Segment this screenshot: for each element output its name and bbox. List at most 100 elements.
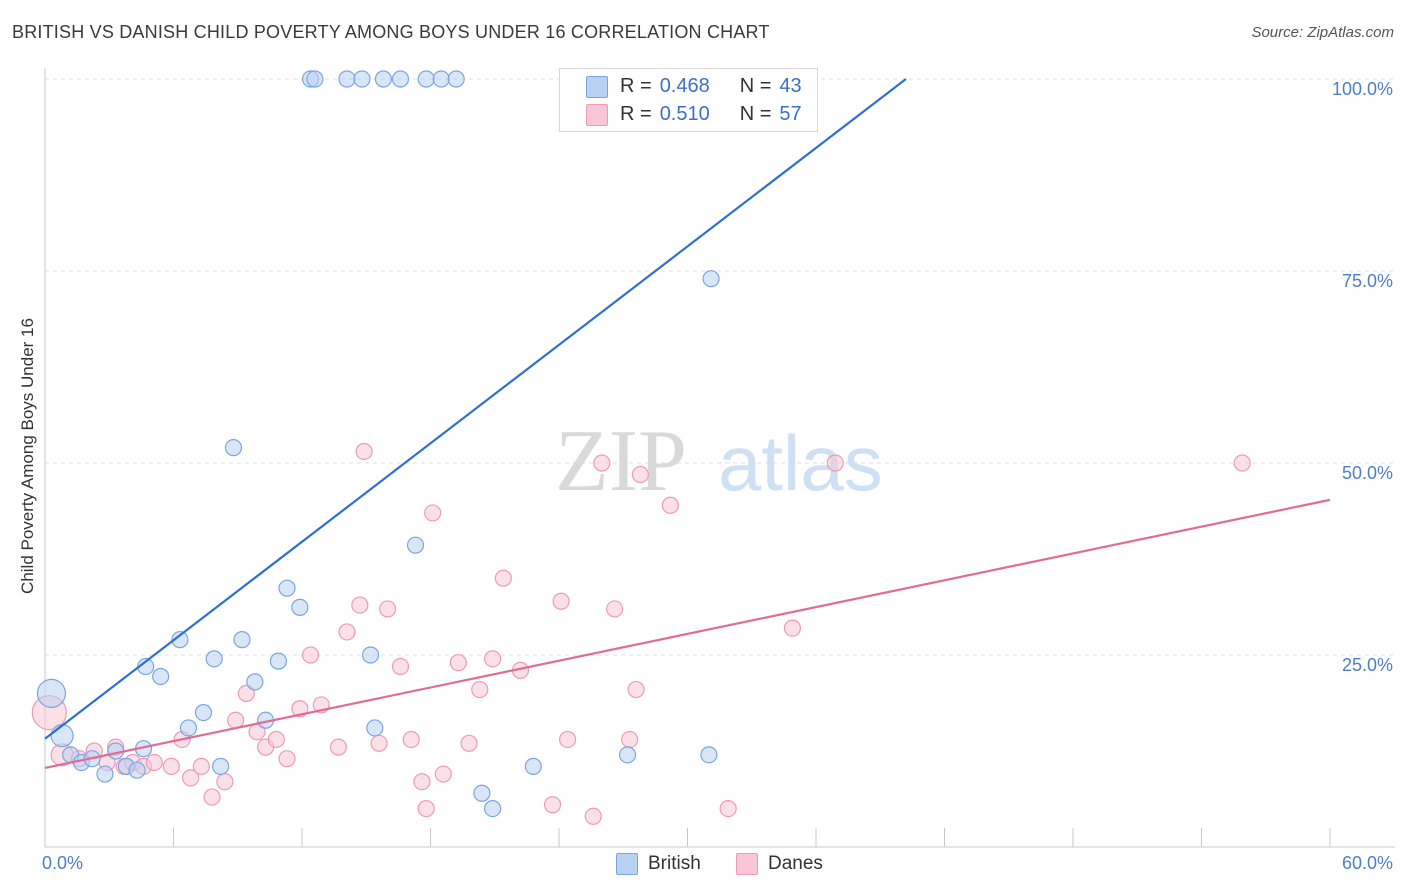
- gridlines: [45, 78, 1395, 656]
- data-point-danes: [719, 799, 737, 818]
- data-point-british: [391, 70, 410, 88]
- data-point-british: [524, 757, 542, 775]
- data-point-british: [205, 650, 223, 668]
- data-point-british: [361, 646, 380, 664]
- data-point-danes: [192, 757, 210, 775]
- british-n-label: N =: [739, 74, 772, 97]
- data-point-danes: [329, 738, 348, 756]
- watermark-zip: ZIP: [555, 413, 687, 510]
- data-point-danes: [606, 600, 624, 618]
- danes-r-label: R =: [620, 102, 652, 125]
- data-point-danes: [621, 730, 639, 749]
- data-point-danes: [216, 773, 234, 791]
- data-point-british: [212, 757, 230, 775]
- data-point-danes: [593, 454, 611, 472]
- data-point-danes: [145, 753, 163, 772]
- data-point-danes: [826, 454, 844, 472]
- data-point-danes: [355, 442, 373, 461]
- trendline-british: [44, 78, 907, 740]
- data-point-british: [417, 70, 435, 88]
- danes-n-label: N =: [739, 102, 772, 125]
- data-point-danes: [631, 465, 649, 484]
- data-point-british: [366, 719, 384, 737]
- data-point-danes: [417, 799, 435, 818]
- trendline-danes: [44, 498, 1331, 769]
- legend-danes[interactable]: Danes: [736, 852, 823, 876]
- data-point-british: [406, 536, 425, 554]
- data-point-danes: [237, 684, 255, 703]
- data-point-british: [374, 70, 392, 88]
- series-danes-points: [31, 442, 1251, 825]
- x-tick-label-0: 0.0%: [42, 853, 83, 873]
- series-british-points: [36, 70, 720, 818]
- data-point-british: [291, 598, 309, 616]
- data-point-danes: [552, 592, 570, 610]
- data-point-danes: [291, 700, 309, 718]
- legend-danes-swatch: [736, 853, 758, 875]
- data-point-danes: [627, 680, 645, 699]
- legend-british[interactable]: British: [616, 852, 701, 876]
- data-point-british: [618, 746, 637, 764]
- data-point-british: [484, 799, 502, 818]
- danes-n-value: 57: [779, 102, 802, 125]
- danes-swatch: [586, 104, 608, 126]
- data-point-british: [338, 70, 356, 88]
- data-point-british: [269, 652, 288, 670]
- data-point-danes: [182, 769, 200, 787]
- watermark-atlas: atlas: [718, 419, 883, 507]
- data-point-british: [278, 579, 296, 597]
- trendlines: [44, 78, 1331, 769]
- data-point-british: [306, 70, 324, 88]
- legend-row-danes: R = 0.510 N = 57: [586, 101, 802, 127]
- data-point-british: [702, 270, 720, 288]
- data-point-danes: [391, 657, 410, 676]
- chart-title: BRITISH VS DANISH CHILD POVERTY AMONG BO…: [12, 22, 770, 42]
- data-point-british: [194, 703, 213, 722]
- data-point-british: [700, 746, 718, 764]
- data-point-british: [447, 70, 465, 88]
- data-point-danes: [460, 734, 478, 752]
- data-point-british: [152, 667, 170, 686]
- data-point-british: [246, 673, 264, 691]
- watermark: ZIP atlas: [555, 413, 883, 510]
- data-point-danes: [203, 788, 221, 806]
- data-point-british: [353, 70, 371, 88]
- correlation-legend: R = 0.468 N = 43 R = 0.510 N = 57: [559, 68, 818, 132]
- data-point-british: [50, 724, 74, 748]
- legend-row-british: R = 0.468 N = 43: [586, 73, 802, 99]
- danes-r-value: 0.510: [659, 102, 710, 125]
- data-point-danes: [543, 796, 562, 814]
- data-point-british: [128, 761, 146, 779]
- data-point-danes: [351, 596, 369, 614]
- y-tick-label-100: 100.0%: [1332, 79, 1393, 99]
- y-tick-label-75: 75.0%: [1342, 271, 1393, 291]
- legend-british-swatch: [616, 853, 638, 875]
- data-point-danes: [661, 496, 679, 514]
- data-point-british: [473, 784, 491, 802]
- x-tick-label-60: 60.0%: [1342, 853, 1393, 873]
- tick-labels: 25.0% 50.0% 75.0% 100.0% 0.0% 60.0%: [42, 79, 1393, 873]
- data-point-british: [224, 439, 243, 457]
- data-point-danes: [1233, 454, 1251, 472]
- data-point-danes: [370, 734, 388, 752]
- data-point-danes: [338, 623, 356, 641]
- data-point-danes: [379, 600, 397, 618]
- data-point-british: [171, 631, 189, 649]
- data-point-danes: [301, 646, 320, 664]
- british-r-value: 0.468: [659, 74, 710, 97]
- data-point-danes: [584, 807, 602, 825]
- british-r-label: R =: [620, 74, 652, 97]
- y-tick-label-50: 50.0%: [1342, 463, 1393, 483]
- data-point-danes: [484, 650, 502, 668]
- data-point-british: [36, 678, 67, 709]
- data-point-danes: [434, 765, 452, 783]
- british-n-value: 43: [779, 74, 802, 97]
- data-point-danes: [449, 654, 467, 672]
- data-point-danes: [402, 730, 420, 749]
- legend-british-label: British: [648, 853, 701, 874]
- data-point-danes: [162, 757, 180, 775]
- data-point-british: [96, 765, 114, 783]
- data-point-danes: [413, 773, 431, 791]
- legend-danes-label: Danes: [768, 853, 823, 874]
- data-point-danes: [783, 619, 802, 637]
